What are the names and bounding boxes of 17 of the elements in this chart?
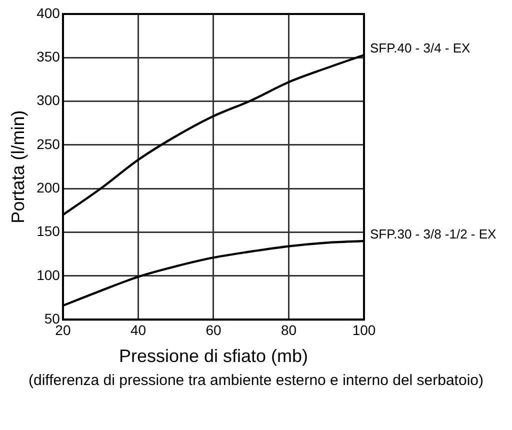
- x-tick-label: 60: [206, 322, 222, 338]
- x-tick-label: 100: [352, 322, 376, 338]
- x-axis-title: Pressione di sfiato (mb): [118, 346, 308, 366]
- y-tick-label: 300: [36, 92, 60, 108]
- y-axis-title: Portata (l/min): [8, 110, 28, 224]
- y-tick-label: 200: [36, 179, 60, 196]
- text: (differenza di pressione tra ambiente esterno e interno del serbatoio): [28, 372, 484, 389]
- x-tick-label: 80: [280, 322, 297, 338]
- series-label: SFP.30 - 3/8 -1/2 - EX: [370, 226, 497, 242]
- y-tick-label: 350: [36, 48, 60, 65]
- y-tick-label: 50: [44, 310, 60, 326]
- y-tick-label: 250: [36, 136, 60, 152]
- y-tick-label: 150: [36, 223, 60, 240]
- series-label: SFP.40 - 3/4 - EX: [370, 40, 471, 56]
- y-tick-label: 400: [36, 4, 60, 21]
- x-tick-label: 40: [130, 322, 146, 338]
- y-tick-label: 100: [36, 266, 60, 283]
